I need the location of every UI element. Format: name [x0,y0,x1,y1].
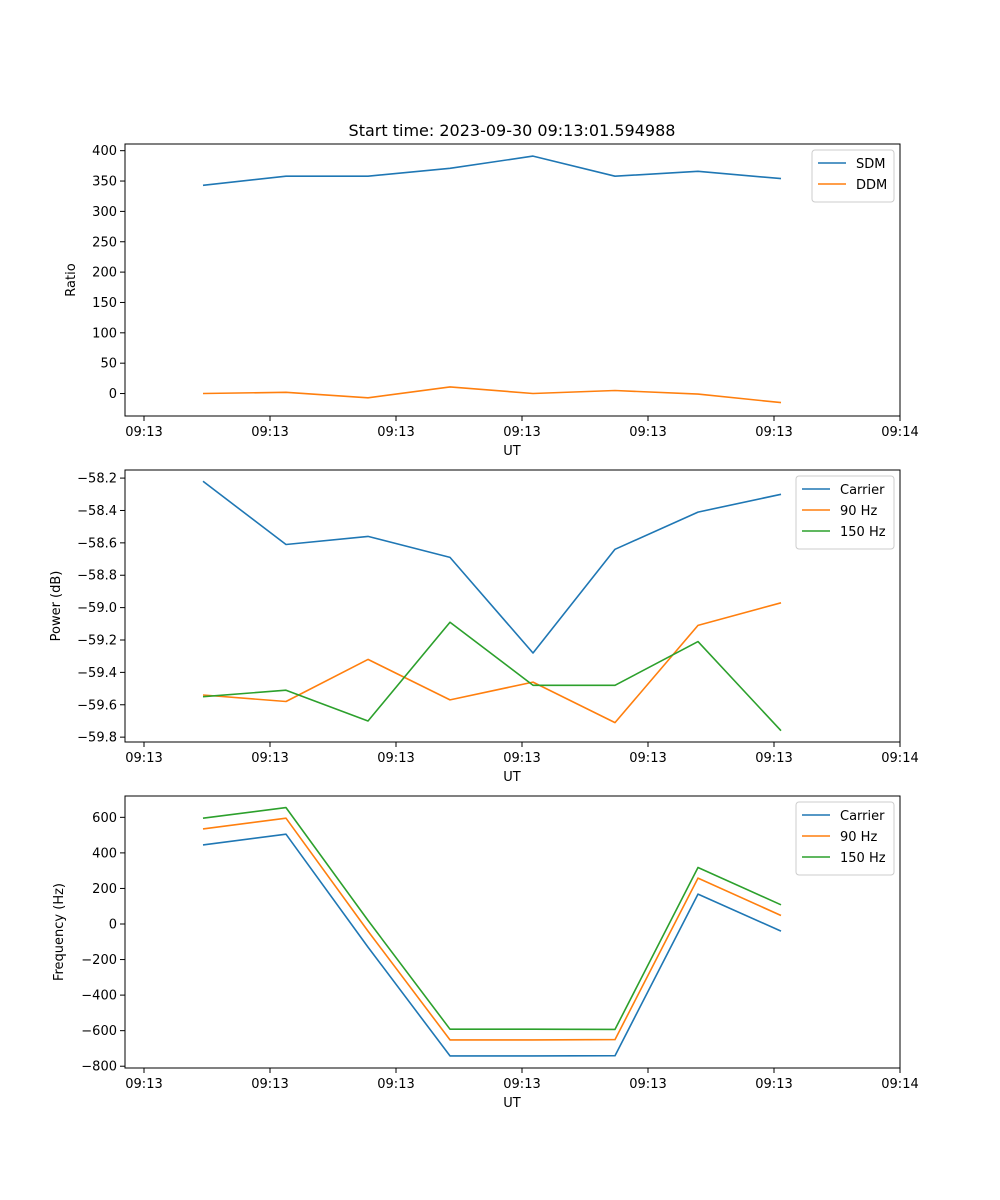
y-tick-label: 200 [92,882,117,897]
x-tick-label: 09:13 [377,1077,414,1092]
x-tick-label: 09:13 [503,751,540,766]
x-tick-label: 09:13 [503,425,540,440]
y-tick-label: −58.8 [77,569,117,584]
x-axis-label: UT [503,770,521,785]
y-tick-label: −59.6 [77,698,117,713]
y-tick-label: 350 [92,175,117,190]
y-tick-label: −58.4 [77,504,117,519]
legend-entry: 90 Hz [840,504,877,519]
x-tick-label: 09:14 [881,425,918,440]
x-tick-label: 09:13 [503,1077,540,1092]
y-tick-label: −58.2 [77,472,117,487]
series-line-90-hz [202,817,782,1041]
x-tick-label: 09:13 [755,1077,792,1092]
x-tick-label: 09:13 [125,1077,162,1092]
series-line-sdm [202,155,782,187]
x-tick-label: 09:13 [125,425,162,440]
y-tick-label: −600 [81,1024,117,1039]
legend-entry: Carrier [840,809,885,824]
x-tick-label: 09:14 [881,1077,918,1092]
y-tick-label: −58.6 [77,536,117,551]
power-panel: 09:13 09:13 09:13 09:13 09:13 09:13 09:14 −58.2… [49,469,919,785]
chart-title: Start time: 2023-09-30 09:13:01.594988 [349,121,676,140]
x-tick-label: 09:13 [629,751,666,766]
ratio-panel: 09:13 09:13 09:13 09:13 09:13 09:13 09:14 0 50 10… [64,143,919,459]
y-tick-label: −59.4 [77,666,117,681]
legend-entry: 150 Hz [840,525,886,540]
y-tick-label: 100 [92,326,117,341]
axes-frame [124,143,901,417]
x-axis-label: UT [503,1096,521,1111]
series-line-carrier [202,480,782,654]
x-tick-label: 09:13 [251,1077,288,1092]
axes-frame [124,795,901,1069]
y-axis-label: Ratio [64,263,79,296]
frequency-panel: 09:13 09:13 09:13 09:13 09:13 09:13 09:14 600 40… [52,795,919,1111]
y-tick-label: 400 [92,144,117,159]
series-line-90-hz [202,602,782,724]
y-tick-label: −800 [81,1060,117,1075]
legend: Carrier 90 Hz 150 Hz [795,475,895,550]
y-tick-label: 200 [92,266,117,281]
x-tick-label: 09:13 [629,1077,666,1092]
y-tick-label: −59.2 [77,634,117,649]
y-tick-label: −200 [81,953,117,968]
legend-entry: 90 Hz [840,830,877,845]
y-tick-label: 250 [92,235,117,250]
y-tick-label: 0 [109,918,117,933]
legend-entry: SDM [856,157,885,172]
x-tick-label: 09:13 [377,751,414,766]
y-tick-label: 300 [92,205,117,220]
x-tick-label: 09:13 [755,425,792,440]
legend-entry: Carrier [840,483,885,498]
x-tick-label: 09:13 [251,751,288,766]
y-tick-label: 150 [92,296,117,311]
y-tick-label: 600 [92,811,117,826]
axes-frame [124,469,901,743]
legend-entry: DDM [856,178,887,193]
y-tick-label: 400 [92,846,117,861]
series-line-carrier [202,833,782,1057]
legend-entry: 150 Hz [840,851,886,866]
series-line-ddm [202,386,782,404]
x-tick-label: 09:13 [251,425,288,440]
y-tick-label: 0 [109,387,117,402]
x-tick-label: 09:13 [377,425,414,440]
x-tick-label: 09:13 [629,425,666,440]
y-tick-label: 50 [100,357,117,372]
y-tick-label: −400 [81,989,117,1004]
y-tick-label: −59.8 [77,731,117,746]
x-tick-label: 09:13 [125,751,162,766]
x-tick-label: 09:13 [755,751,792,766]
x-axis-label: UT [503,444,521,459]
series-line-150-hz [202,806,782,1031]
y-tick-label: −59.0 [77,601,117,616]
legend: Carrier 90 Hz 150 Hz [795,801,895,876]
legend: SDM DDM [811,149,895,203]
y-axis-label: Frequency (Hz) [52,883,67,981]
x-tick-label: 09:14 [881,751,918,766]
series-line-150-hz [202,621,782,732]
y-axis-label: Power (dB) [49,571,64,642]
